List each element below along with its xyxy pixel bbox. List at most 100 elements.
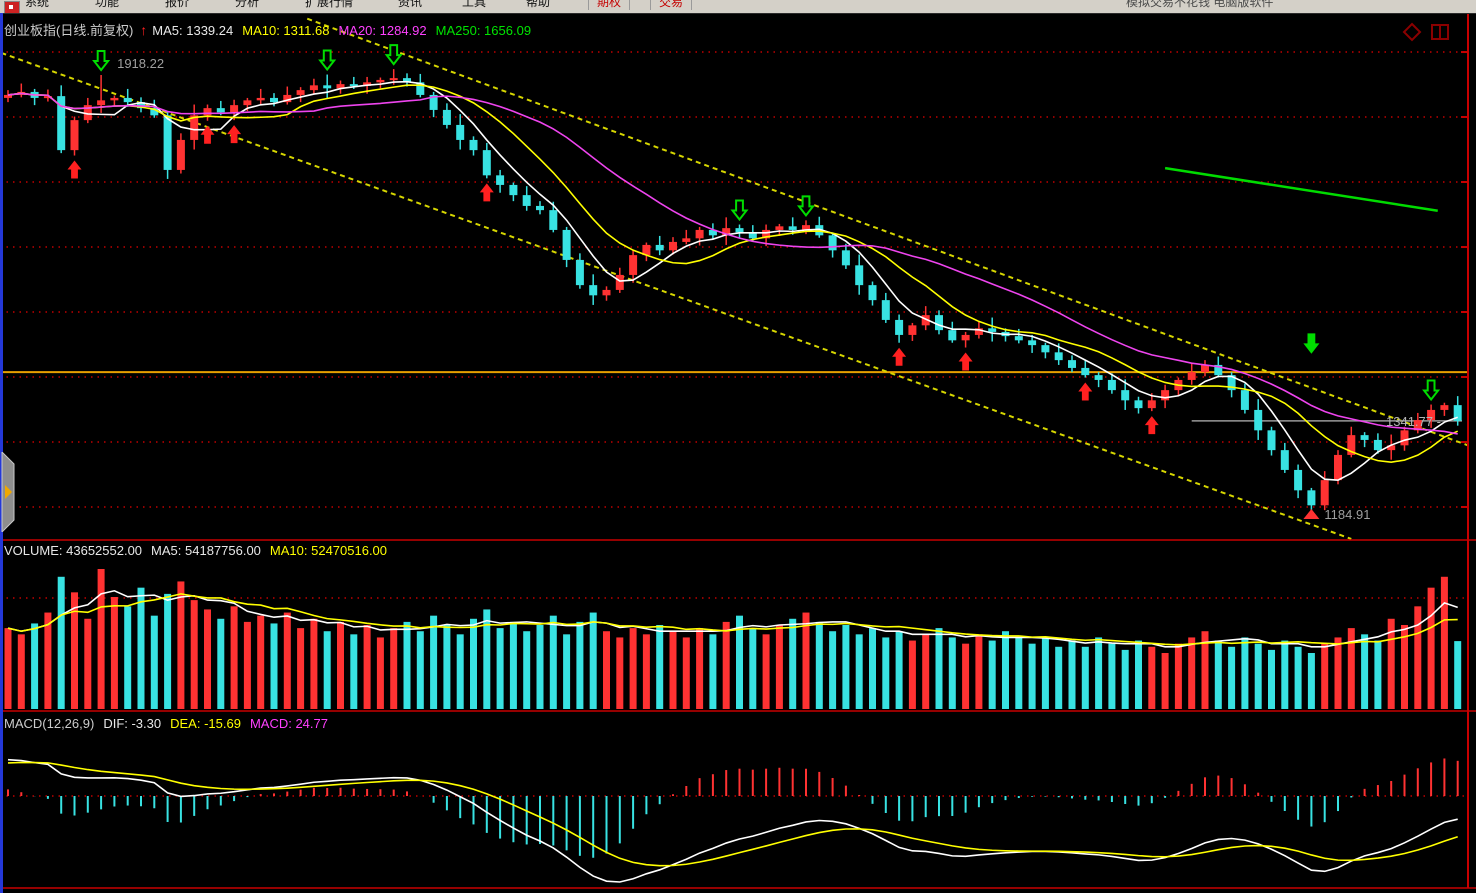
candlestick[interactable] bbox=[83, 97, 92, 124]
candlestick[interactable] bbox=[682, 229, 691, 245]
candlestick[interactable] bbox=[57, 85, 66, 154]
candlestick[interactable] bbox=[1094, 372, 1103, 388]
volume-bar[interactable] bbox=[1254, 643, 1262, 709]
menu-item-function[interactable]: 功能 bbox=[95, 0, 120, 9]
candlestick[interactable] bbox=[961, 331, 970, 348]
volume-bar[interactable] bbox=[1268, 649, 1275, 709]
candlestick[interactable] bbox=[1440, 402, 1449, 416]
volume-bar[interactable] bbox=[736, 615, 743, 709]
volume-bar[interactable] bbox=[270, 623, 278, 709]
volume-bar[interactable] bbox=[1055, 646, 1063, 709]
candlestick[interactable] bbox=[921, 306, 930, 331]
menu-item-extended[interactable]: 扩展行情 bbox=[305, 0, 354, 9]
candlestick[interactable] bbox=[429, 91, 438, 118]
volume-bar[interactable] bbox=[1334, 637, 1342, 709]
volume-bar[interactable] bbox=[815, 621, 823, 709]
volume-bar[interactable] bbox=[762, 634, 770, 709]
volume-bar[interactable] bbox=[17, 634, 25, 709]
volume-bar[interactable] bbox=[1281, 640, 1289, 709]
volume-bar[interactable] bbox=[1161, 653, 1169, 709]
candlestick[interactable] bbox=[296, 87, 305, 103]
candlestick[interactable] bbox=[828, 232, 837, 258]
menu-item-tools[interactable]: 工具 bbox=[462, 0, 487, 9]
candlestick[interactable] bbox=[522, 186, 531, 211]
candlestick[interactable] bbox=[549, 201, 558, 233]
candlestick[interactable] bbox=[123, 88, 132, 107]
candlestick[interactable] bbox=[908, 322, 917, 341]
volume-bar[interactable] bbox=[908, 640, 916, 709]
candlestick[interactable] bbox=[868, 281, 877, 306]
volume-bar[interactable] bbox=[935, 628, 943, 709]
volume-bar[interactable] bbox=[1241, 637, 1249, 709]
candlestick[interactable] bbox=[1107, 373, 1116, 394]
volume-bar[interactable] bbox=[1068, 640, 1076, 709]
volume-bar[interactable] bbox=[509, 621, 517, 709]
candlestick[interactable] bbox=[17, 83, 26, 98]
volume-bar[interactable] bbox=[443, 625, 451, 709]
volume-bar[interactable] bbox=[576, 621, 584, 709]
volume-bar[interactable] bbox=[1135, 640, 1142, 709]
volume-bar[interactable] bbox=[789, 618, 797, 709]
volume-bar[interactable] bbox=[948, 637, 956, 709]
volume-bar[interactable] bbox=[363, 625, 371, 709]
volume-bar[interactable] bbox=[1414, 606, 1422, 709]
volume-bar[interactable] bbox=[1307, 653, 1315, 709]
volume-bar[interactable] bbox=[337, 621, 344, 709]
candlestick[interactable] bbox=[1334, 450, 1342, 485]
volume-bar[interactable] bbox=[376, 637, 384, 709]
volume-bar[interactable] bbox=[722, 621, 730, 709]
candlestick[interactable] bbox=[496, 169, 505, 193]
volume-bar[interactable] bbox=[603, 631, 610, 709]
volume-bar[interactable] bbox=[71, 592, 78, 709]
volume-bar[interactable] bbox=[1440, 576, 1448, 709]
candlestick[interactable] bbox=[1028, 334, 1037, 353]
volume-bar[interactable] bbox=[310, 618, 318, 709]
menu-bar[interactable]: 系统 功能 报价 分析 扩展行情 资讯 工具 帮助 期权 交易 模拟交易不花钱 … bbox=[0, 0, 1476, 14]
volume-bar[interactable] bbox=[124, 606, 132, 709]
candlestick[interactable] bbox=[456, 114, 465, 150]
volume-bar[interactable] bbox=[390, 628, 398, 709]
candlestick[interactable] bbox=[895, 314, 904, 343]
volume-bar[interactable] bbox=[1002, 631, 1009, 709]
volume-bar[interactable] bbox=[549, 615, 557, 709]
candlestick[interactable] bbox=[1068, 355, 1076, 373]
candlestick[interactable] bbox=[1201, 360, 1209, 377]
candlestick[interactable] bbox=[988, 317, 997, 342]
candlestick[interactable] bbox=[536, 201, 544, 215]
volume-bar[interactable] bbox=[1374, 640, 1382, 709]
main-price-pane[interactable] bbox=[0, 17, 1476, 540]
volume-bar[interactable] bbox=[802, 612, 810, 709]
candlestick[interactable] bbox=[695, 226, 704, 246]
volume-bar[interactable] bbox=[1081, 646, 1089, 709]
candlestick[interactable] bbox=[1453, 396, 1462, 426]
candlestick[interactable] bbox=[1254, 399, 1263, 440]
volume-bar[interactable] bbox=[589, 612, 597, 709]
volume-bar[interactable] bbox=[110, 597, 118, 709]
volume-bar[interactable] bbox=[682, 637, 690, 709]
menu-item-analysis[interactable]: 分析 bbox=[235, 0, 260, 9]
volume-bar[interactable] bbox=[669, 631, 677, 709]
candlestick[interactable] bbox=[815, 216, 824, 238]
volume-bar[interactable] bbox=[1427, 587, 1435, 709]
candlestick[interactable] bbox=[708, 223, 717, 239]
volume-bar[interactable] bbox=[869, 628, 876, 709]
volume-bar[interactable] bbox=[842, 625, 850, 709]
volume-bar[interactable] bbox=[1188, 637, 1196, 709]
volume-bar[interactable] bbox=[44, 612, 52, 709]
diamond-icon[interactable] bbox=[1402, 22, 1422, 42]
volume-bar[interactable] bbox=[164, 593, 172, 709]
candlestick[interactable] bbox=[762, 224, 771, 247]
candlestick[interactable] bbox=[323, 74, 332, 98]
candlestick[interactable] bbox=[589, 274, 598, 305]
candlestick[interactable] bbox=[163, 112, 172, 179]
volume-bar[interactable] bbox=[1028, 643, 1036, 709]
candlestick[interactable] bbox=[775, 223, 784, 236]
volume-bar[interactable] bbox=[775, 625, 783, 709]
volume-bar[interactable] bbox=[1387, 618, 1395, 709]
candlestick[interactable] bbox=[655, 235, 664, 256]
volume-bar[interactable] bbox=[1361, 634, 1369, 709]
candlestick[interactable] bbox=[855, 254, 864, 295]
volume-bar[interactable] bbox=[642, 634, 650, 709]
volume-bar[interactable] bbox=[882, 637, 890, 709]
